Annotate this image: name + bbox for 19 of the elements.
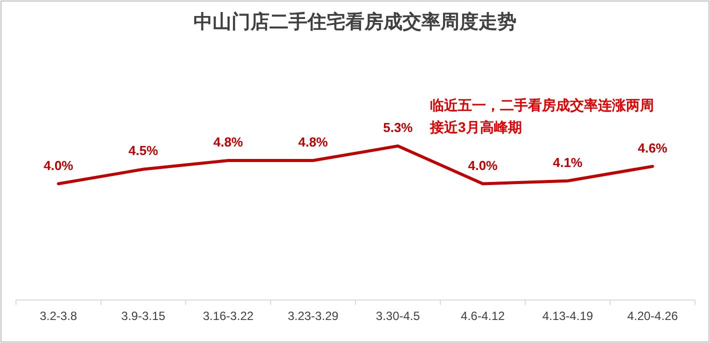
data-label: 4.0% (468, 158, 498, 173)
text: 接近3月高峰期 (429, 119, 522, 135)
x-tick-label: 3.23-3.29 (288, 309, 339, 323)
x-tick-label: 3.9-3.15 (121, 309, 166, 323)
data-label: 4.0% (44, 158, 74, 173)
x-tick-label: 4.13-4.19 (542, 309, 594, 323)
data-label: 5.3% (383, 120, 414, 135)
x-tick-label: 3.16-3.22 (202, 309, 254, 323)
chart-title: 中山门店二手住宅看房成交率周度走势 (194, 11, 516, 33)
x-tick-label: 3.2-3.8 (40, 309, 78, 323)
data-label: 4.6% (638, 140, 668, 156)
x-tick-label: 4.6-4.12 (460, 309, 506, 323)
x-tick-label: 4.20-4.26 (627, 309, 678, 323)
x-tick-label: 3.30-4.5 (376, 309, 420, 323)
data-label: 4.5% (128, 143, 159, 158)
text: 临近五一，二手看房成交率连涨两周 (430, 97, 654, 113)
data-label: 4.8% (213, 134, 244, 150)
data-label: 4.1% (552, 154, 583, 170)
data-label: 4.8% (298, 134, 328, 150)
